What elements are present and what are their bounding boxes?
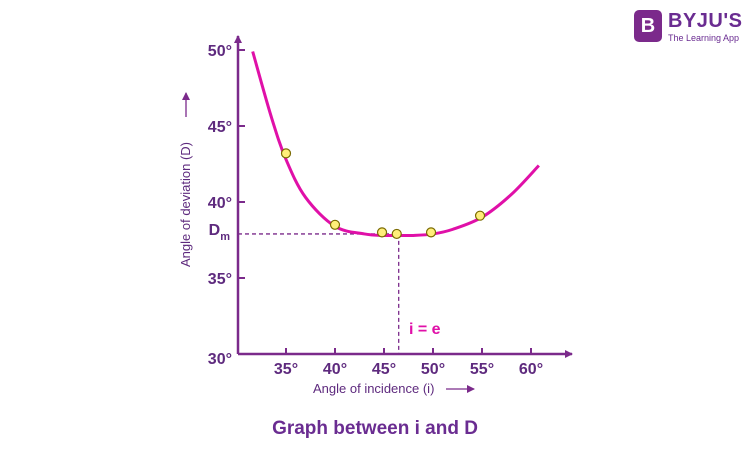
y-axis-title-group: Angle of deviation (D) bbox=[178, 92, 193, 267]
x-tick-label: 40° bbox=[323, 361, 347, 378]
data-point bbox=[329, 219, 341, 230]
x-tick-label: 60° bbox=[519, 361, 543, 378]
x-tick-label: 50° bbox=[421, 361, 445, 378]
figure-caption: Graph between i and D bbox=[272, 418, 478, 439]
y-tick-label: 50° bbox=[208, 43, 232, 60]
data-point bbox=[376, 227, 388, 238]
data-point bbox=[391, 228, 402, 240]
x-axis-title-group: Angle of incidence (i) bbox=[313, 381, 475, 396]
data-point bbox=[280, 148, 292, 159]
x-tick-label: 35° bbox=[274, 361, 298, 378]
y-ticks: 30° 35° 40° 45° 50° bbox=[208, 43, 245, 368]
x-ticks: 35° 40° 45° 50° 55° 60° bbox=[274, 348, 543, 378]
x-axis-title: Angle of incidence (i) bbox=[313, 381, 434, 396]
dm-label-main: D bbox=[209, 222, 221, 239]
y-axis-title: Angle of deviation (D) bbox=[178, 142, 193, 267]
data-point bbox=[425, 227, 437, 238]
data-point bbox=[474, 210, 486, 221]
x-tick-label: 55° bbox=[470, 361, 494, 378]
y-tick-label: 30° bbox=[208, 351, 232, 368]
logo-badge: B bbox=[634, 10, 662, 42]
y-tick-label: 35° bbox=[208, 271, 232, 288]
data-points bbox=[280, 148, 486, 240]
logo-name: BYJU'S bbox=[668, 10, 743, 32]
i-equals-e-label: i = e bbox=[409, 321, 441, 338]
y-tick-label: 40° bbox=[208, 195, 232, 212]
y-tick-label: 45° bbox=[208, 119, 232, 136]
deviation-curve bbox=[251, 51, 540, 238]
logo-tagline: The Learning App bbox=[668, 33, 740, 43]
x-tick-label: 45° bbox=[372, 361, 396, 378]
dm-label: Dm bbox=[209, 222, 231, 243]
dm-label-sub: m bbox=[220, 231, 230, 243]
byjus-logo: B BYJU'S The Learning App bbox=[634, 10, 742, 46]
